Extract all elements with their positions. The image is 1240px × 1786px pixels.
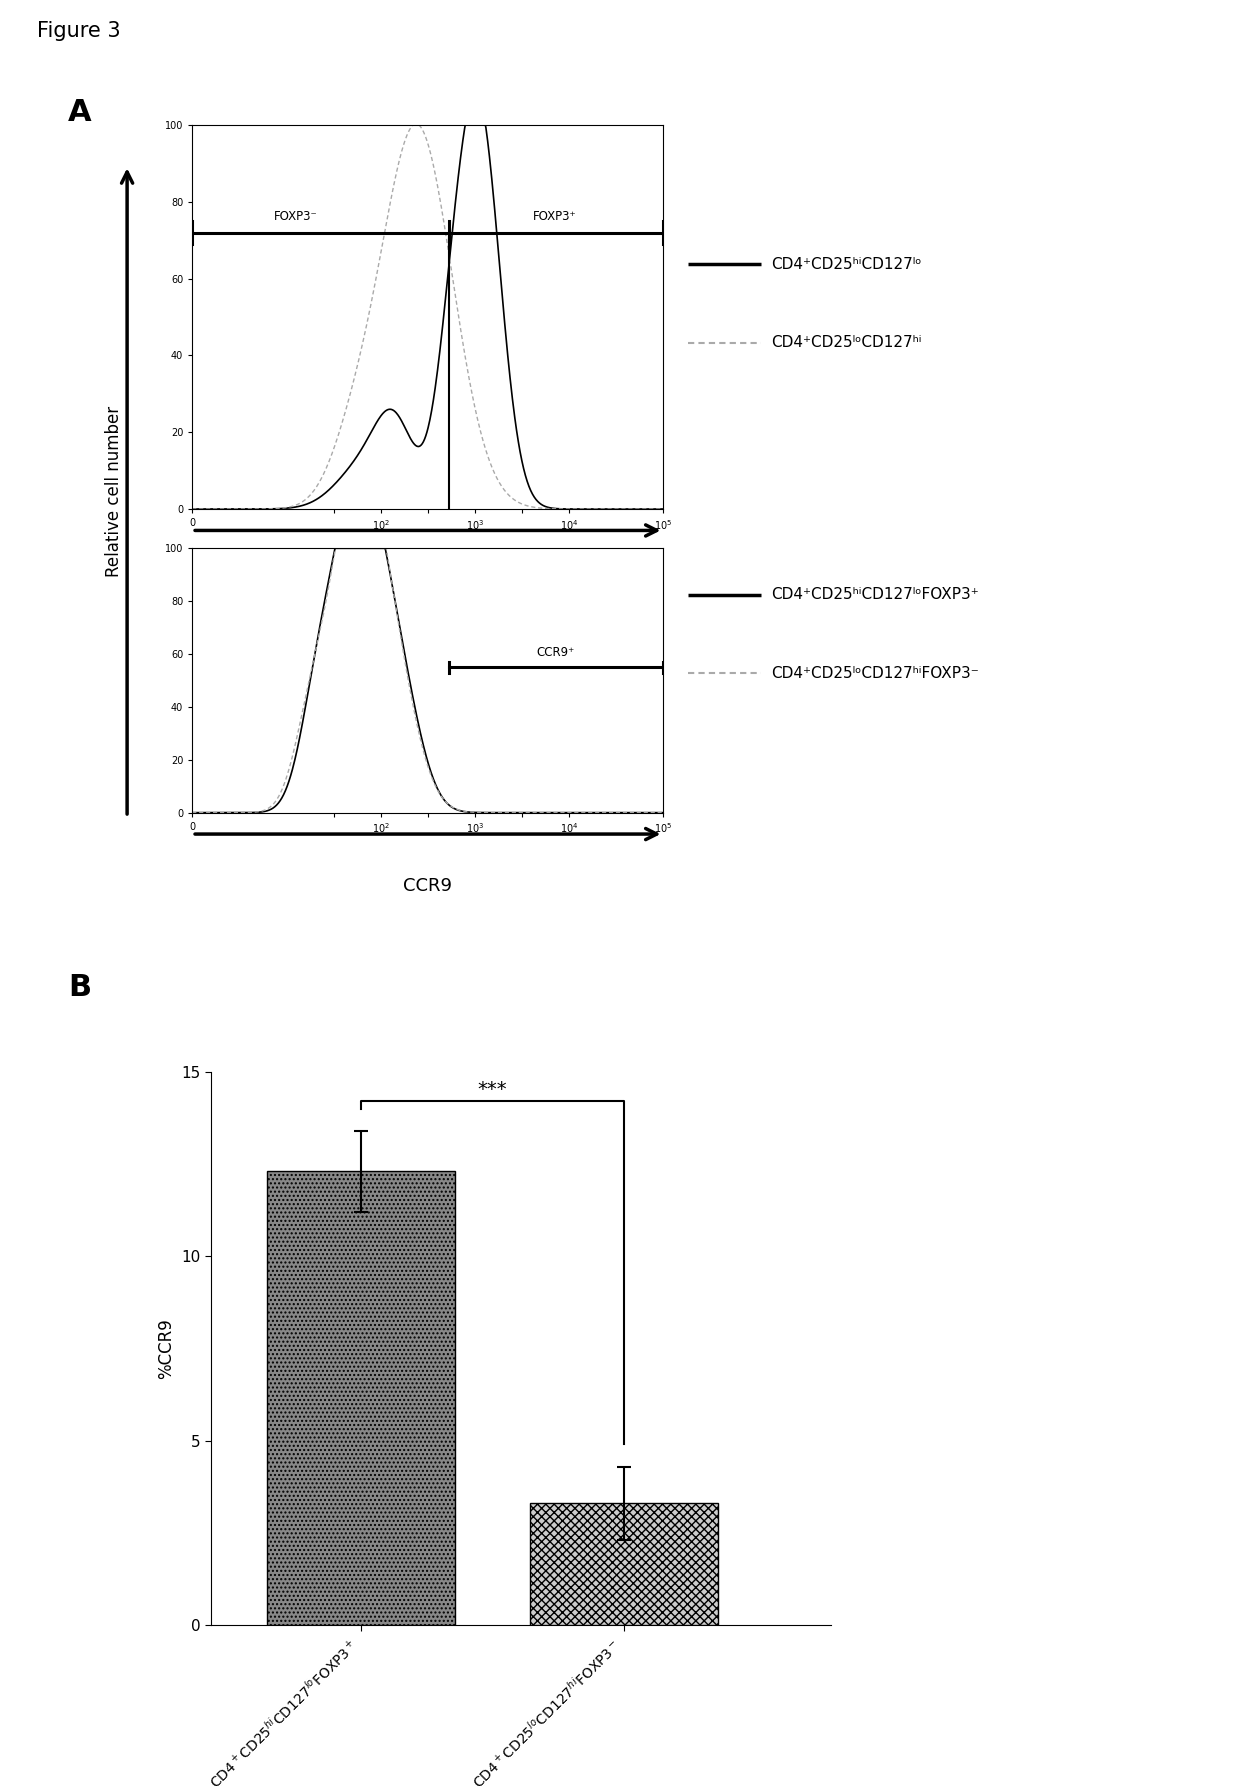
- Text: CCR9: CCR9: [403, 877, 453, 895]
- Text: FOXP3⁻: FOXP3⁻: [274, 211, 317, 223]
- Bar: [267, 1172, 455, 1625]
- Y-axis label: %CCR9: %CCR9: [157, 1318, 176, 1379]
- Text: ***: ***: [477, 1081, 507, 1098]
- Text: CD4⁺CD25ˡᵒCD127ʰⁱFOXP3⁻: CD4⁺CD25ˡᵒCD127ʰⁱFOXP3⁻: [771, 666, 980, 680]
- Text: CD4⁺CD25ˡᵒCD127ʰⁱ: CD4⁺CD25ˡᵒCD127ʰⁱ: [771, 336, 923, 350]
- Text: Figure 3: Figure 3: [37, 21, 120, 41]
- Text: B: B: [68, 973, 92, 1002]
- Bar: [531, 1504, 718, 1625]
- Text: A: A: [68, 98, 92, 127]
- Text: FOXP3: FOXP3: [399, 573, 456, 591]
- Text: Relative cell number: Relative cell number: [105, 405, 123, 577]
- Text: CCR9⁺: CCR9⁺: [536, 647, 574, 659]
- Text: FOXP3⁺: FOXP3⁺: [533, 211, 577, 223]
- Text: CD4⁺CD25ʰⁱCD127ˡᵒFOXP3⁺: CD4⁺CD25ʰⁱCD127ˡᵒFOXP3⁺: [771, 588, 980, 602]
- Text: CD4⁺CD25ʰⁱCD127ˡᵒ: CD4⁺CD25ʰⁱCD127ˡᵒ: [771, 257, 923, 271]
